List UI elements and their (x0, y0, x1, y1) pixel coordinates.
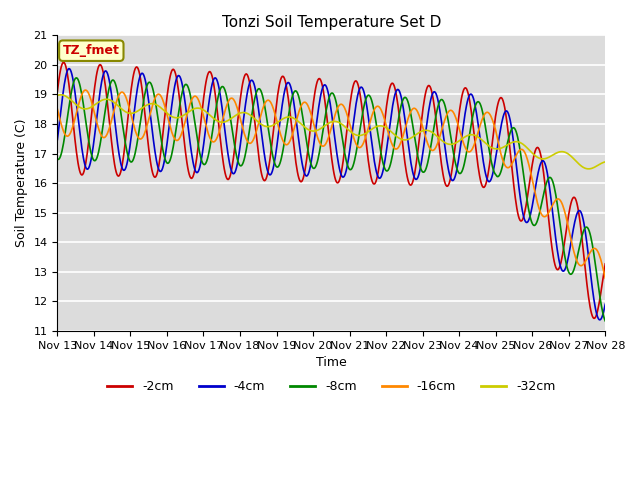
-8cm (205, 149, 213, 155)
-16cm (82, 87, 90, 93)
Legend: -2cm, -4cm, -8cm, -16cm, -32cm: -2cm, -4cm, -8cm, -16cm, -32cm (102, 375, 561, 398)
-8cm (176, 100, 184, 106)
-4cm (120, 168, 128, 173)
Line: -8cm: -8cm (58, 78, 605, 321)
X-axis label: Time: Time (316, 356, 347, 369)
-2cm (590, 315, 598, 321)
-16cm (54, 106, 61, 112)
-2cm (602, 261, 609, 267)
-2cm (399, 141, 406, 147)
-32cm (176, 114, 184, 120)
-4cm (399, 101, 406, 107)
-2cm (415, 142, 422, 148)
-16cm (176, 134, 184, 140)
-4cm (54, 137, 61, 143)
-32cm (64, 95, 72, 101)
Line: -32cm: -32cm (58, 95, 605, 169)
-8cm (120, 134, 128, 140)
-8cm (415, 157, 422, 163)
Y-axis label: Soil Temperature (C): Soil Temperature (C) (15, 119, 28, 247)
-16cm (120, 91, 128, 97)
-32cm (585, 166, 593, 172)
-16cm (63, 133, 71, 139)
-4cm (596, 317, 604, 323)
-16cm (415, 111, 422, 117)
-2cm (120, 146, 128, 152)
-2cm (176, 100, 184, 106)
-2cm (60, 60, 67, 65)
-2cm (54, 88, 61, 94)
-4cm (176, 74, 184, 80)
-4cm (65, 66, 73, 72)
-32cm (54, 93, 61, 98)
-32cm (205, 111, 213, 117)
-16cm (602, 275, 609, 281)
-16cm (399, 134, 406, 140)
-32cm (415, 130, 422, 136)
-8cm (63, 116, 71, 121)
-2cm (205, 69, 213, 75)
-4cm (205, 99, 213, 105)
Title: Tonzi Soil Temperature Set D: Tonzi Soil Temperature Set D (221, 15, 441, 30)
-4cm (63, 68, 71, 74)
-32cm (120, 108, 128, 114)
-32cm (56, 92, 64, 98)
-32cm (399, 137, 406, 143)
-8cm (54, 156, 61, 162)
-8cm (399, 98, 406, 104)
-4cm (415, 173, 422, 179)
-2cm (64, 75, 72, 81)
-8cm (602, 318, 609, 324)
Text: TZ_fmet: TZ_fmet (63, 44, 120, 57)
Line: -16cm: -16cm (58, 90, 605, 278)
-8cm (72, 75, 80, 81)
-16cm (205, 133, 213, 139)
-32cm (602, 159, 609, 165)
-4cm (602, 301, 609, 307)
Line: -4cm: -4cm (58, 69, 605, 320)
Line: -2cm: -2cm (58, 62, 605, 318)
